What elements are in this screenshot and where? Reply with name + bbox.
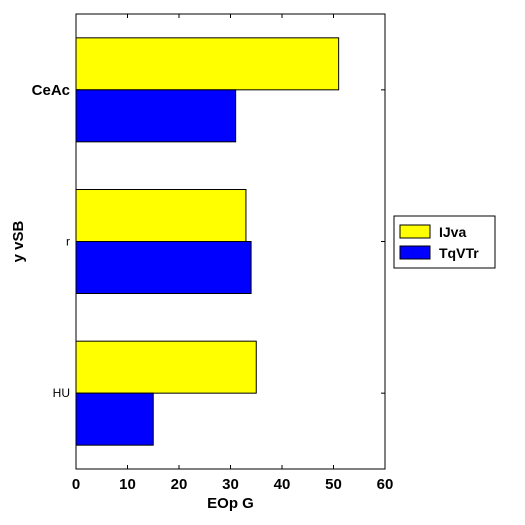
x-tick-label: 20	[171, 476, 188, 493]
bars-layer	[75, 37, 340, 446]
legend-label-ijva: IJva	[439, 224, 466, 240]
x-tick-label: 30	[222, 476, 239, 493]
x-tick-label: 40	[274, 476, 291, 493]
y-axis-label: y vSB	[10, 220, 27, 262]
bar-ijva-r	[75, 189, 247, 242]
legend: IJva TqVTr	[393, 215, 496, 269]
x-tick-label: 0	[72, 476, 80, 493]
y-tick-label: CeAc	[32, 82, 70, 99]
bar-tqvtr-r	[75, 241, 252, 294]
legend-swatch-ijva	[399, 224, 431, 239]
ticks-layer: CeAc r HU 0 10 20 30 40 50 60	[32, 14, 394, 493]
bar-tqvtr-hu	[75, 392, 154, 446]
y-tick-label: r	[66, 235, 70, 249]
x-tick-label: 10	[119, 476, 136, 493]
x-axis-label: EOp G	[207, 495, 254, 512]
y-tick-label: HU	[53, 386, 70, 400]
bar-ijva-hu	[75, 340, 257, 394]
x-tick-label: 60	[377, 476, 394, 493]
legend-swatch-tqvtr	[399, 245, 431, 260]
bar-ijva-ceac	[75, 37, 340, 91]
legend-label-tqvtr: TqVTr	[439, 245, 479, 261]
bar-tqvtr-ceac	[75, 89, 237, 143]
x-tick-label: 50	[325, 476, 342, 493]
